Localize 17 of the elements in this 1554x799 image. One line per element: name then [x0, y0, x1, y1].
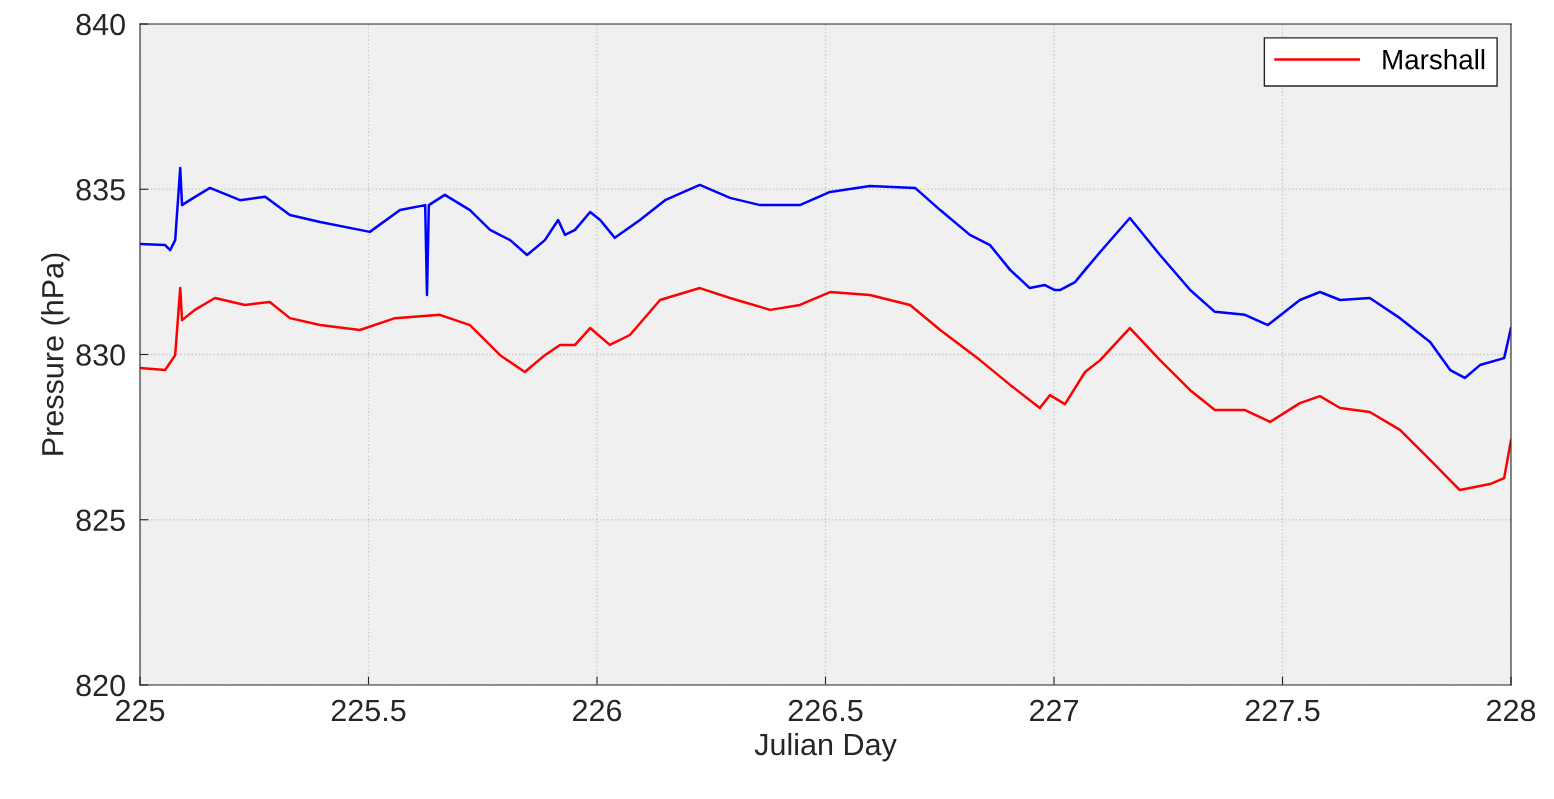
x-tick-label: 226: [573, 699, 622, 722]
y-tick-label: 820: [76, 674, 125, 697]
legend-label: Marshall: [1383, 49, 1485, 70]
y-tick-label: 825: [76, 509, 125, 532]
x-tick-label: 225: [116, 699, 165, 722]
x-axis-title: Julian Day: [754, 732, 897, 762]
line-series: [140, 166, 1511, 380]
x-tick-label: 228: [1487, 699, 1536, 722]
y-tick-label: 830: [76, 344, 125, 366]
y-axis-title: Pressure (hPa): [41, 253, 70, 455]
y-tick-label: 840: [76, 13, 125, 36]
x-tick-label: 227: [1030, 699, 1078, 722]
line-series: [140, 286, 1511, 492]
x-tick-label: 227.5: [1245, 699, 1320, 722]
y-tick-label: 835: [76, 178, 125, 201]
x-tick-label: 225.5: [331, 699, 406, 722]
x-tick-label: 226.5: [788, 699, 863, 722]
